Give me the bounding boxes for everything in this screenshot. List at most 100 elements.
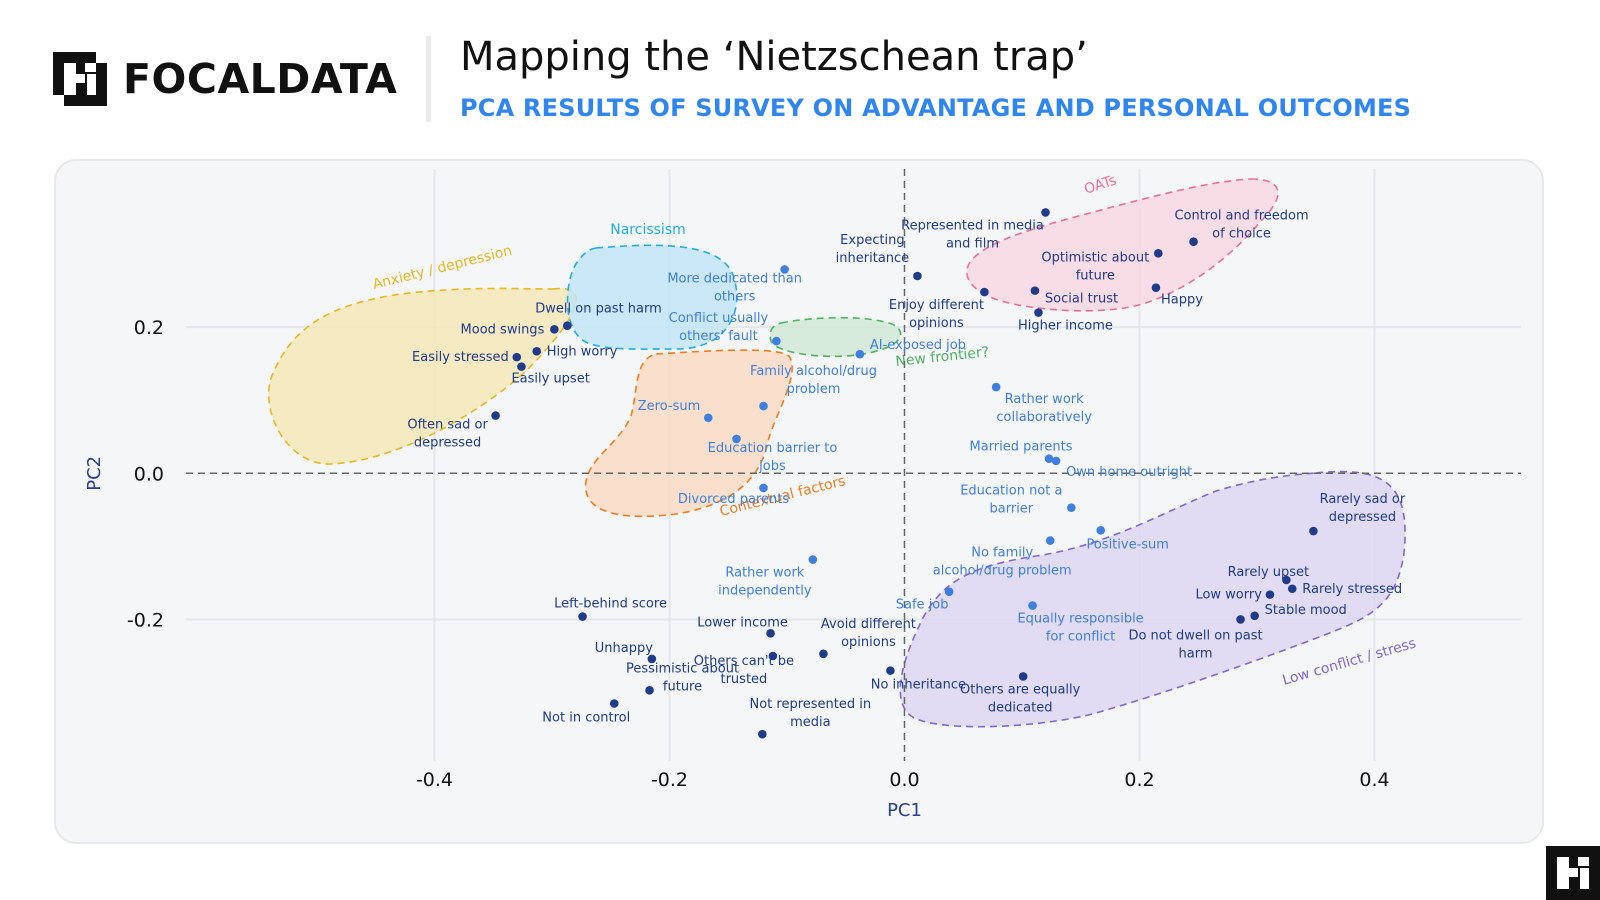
point-label-line: Married parents xyxy=(970,440,1073,455)
point-label-line: inheritance xyxy=(836,251,910,266)
point-divorced-parents xyxy=(759,483,768,493)
x-tick-label: 0.4 xyxy=(1359,769,1389,791)
point-label-line: Lower income xyxy=(697,615,788,630)
point-label-line: independently xyxy=(718,584,812,599)
point-label-left-behind-score: Left-behind score xyxy=(554,597,667,612)
point-label-line: Enjoy different xyxy=(889,298,984,313)
point-label-rather-work-collaboratively: Rather work collaboratively xyxy=(996,392,1092,425)
point-label-unhappy: Unhappy xyxy=(595,641,653,656)
point-rather-work-independently xyxy=(808,555,818,564)
x-tick-label: 0.0 xyxy=(889,769,919,791)
point-label-education-barrier-to-jobs: Education barrier to jobs xyxy=(708,441,838,474)
point-label-more-dedicated-than-others: More dedicated than others xyxy=(667,271,802,304)
point-label-line: of choice xyxy=(1212,227,1271,242)
point-more-dedicated-than-others xyxy=(780,265,789,274)
point-education-not-a-barrier xyxy=(1067,503,1076,512)
point-others-are-equally-dedicated xyxy=(1018,672,1028,681)
point-label-conflict-usually-others-fault: Conflict usually others' fault xyxy=(669,311,769,344)
point-label-line: jobs xyxy=(758,459,786,474)
point-label-line: Optimistic about xyxy=(1041,250,1149,265)
point-mood-swings xyxy=(550,325,559,334)
point-label-line: Stable mood xyxy=(1265,603,1347,618)
point-label-married-parents: Married parents xyxy=(970,440,1073,455)
point-label-line: Avoid different xyxy=(821,617,916,632)
point-label-line: Equally responsible xyxy=(1017,612,1143,627)
cluster-contextual-factors xyxy=(584,349,793,518)
point-label-equally-responsible-for-conflict: Equally responsible for conflict xyxy=(1017,612,1143,645)
point-label-line: Pessimistic about xyxy=(626,661,739,676)
point-positive-sum xyxy=(1096,526,1106,535)
point-label-line: opinions xyxy=(909,316,964,331)
point-conflict-usually-others-fault xyxy=(772,336,781,346)
point-easily-upset xyxy=(517,362,526,371)
point-label-line: Often sad or xyxy=(407,418,488,433)
point-label-line: future xyxy=(1076,268,1115,283)
cluster-oats xyxy=(966,178,1279,312)
point-label-line: Not in control xyxy=(542,711,630,726)
point-label-line: No inheritance xyxy=(871,678,966,693)
point-easily-stressed xyxy=(512,352,522,362)
y-axis-title: PC2 xyxy=(84,456,105,491)
point-safe-job xyxy=(944,587,954,596)
point-label-line: Higher income xyxy=(1018,319,1113,334)
point-label-line: Control and freedom xyxy=(1174,209,1308,224)
point-high-worry xyxy=(532,346,542,356)
header-divider xyxy=(426,36,431,122)
point-label-own-home-outright: Own home outright xyxy=(1066,465,1192,480)
x-tick-label: 0.2 xyxy=(1124,769,1154,791)
point-higher-income xyxy=(1034,308,1043,317)
point-label-line: Own home outright xyxy=(1066,465,1192,480)
point-label-line: Social trust xyxy=(1045,292,1118,307)
y-tick-label: 0.2 xyxy=(134,317,164,339)
point-label-not-in-control: Not in control xyxy=(542,711,630,726)
point-education-barrier-to-jobs xyxy=(732,434,741,444)
point-label-line: depressed xyxy=(1329,510,1396,525)
point-label-no-family-alcohol-drug-problem: No family alcohol/drug problem xyxy=(933,546,1072,579)
point-equally-responsible-for-conflict xyxy=(1028,601,1037,610)
point-label-rarely-upset: Rarely upset xyxy=(1228,565,1310,580)
point-optimistic-about-future xyxy=(1154,249,1163,258)
point-label-line: Positive-sum xyxy=(1086,537,1168,552)
point-label-line: Unhappy xyxy=(595,641,653,656)
point-label-easily-upset: Easily upset xyxy=(511,372,589,387)
point-label-positive-sum: Positive-sum xyxy=(1086,537,1168,552)
point-label-line: Rarely stressed xyxy=(1302,582,1402,597)
point-enjoy-different-opinions xyxy=(980,287,989,297)
point-rarely-sad-or-depressed xyxy=(1309,526,1318,536)
point-own-home-outright xyxy=(1051,456,1061,466)
point-label-line: Rather work xyxy=(1005,392,1084,407)
point-label-avoid-different-opinions: Avoid different opinions xyxy=(821,617,916,650)
point-label-line: AI-exposed job xyxy=(870,338,966,353)
point-label-higher-income: Higher income xyxy=(1018,319,1113,334)
point-avoid-different-opinions xyxy=(819,649,828,659)
point-label-line: Low worry xyxy=(1195,588,1262,603)
cluster-new-frontier xyxy=(769,316,902,358)
point-pessimistic-about-future xyxy=(645,686,654,695)
point-rarely-stressed xyxy=(1287,584,1297,594)
chart-panel: Anxiety / depression Narcissism Contextual… xyxy=(54,159,1544,844)
point-lower-income xyxy=(766,629,775,638)
point-label-line: Mood swings xyxy=(461,322,545,337)
point-label-line: future xyxy=(663,679,702,694)
corner-logo-icon xyxy=(1546,846,1600,900)
cluster-low-conflict-stress xyxy=(899,470,1406,728)
page-subtitle: PCA RESULTS OF SURVEY ON ADVANTAGE AND P… xyxy=(460,94,1412,122)
point-label-line: Expecting xyxy=(840,233,905,248)
point-label-rather-work-independently: Rather work independently xyxy=(718,566,812,599)
point-label-family-alcohol-drug-problem: Family alcohol/drug problem xyxy=(750,364,877,397)
point-label-line: Do not dwell on past xyxy=(1128,628,1262,643)
point-label-safe-job: Safe job xyxy=(896,598,949,613)
point-label-line: Others can't be xyxy=(694,654,794,669)
point-represented-in-media-and-film xyxy=(1041,208,1050,217)
point-label-line: Rather work xyxy=(725,566,804,581)
point-label-line: Education not a xyxy=(960,484,1062,499)
point-rarely-upset xyxy=(1282,575,1291,585)
point-label-line: Zero-sum xyxy=(638,399,701,414)
point-label-line: More dedicated than xyxy=(667,271,802,286)
point-label-divorced-parents: Divorced parents xyxy=(678,492,789,507)
point-label-high-worry: High worry xyxy=(547,344,618,359)
point-label-line: High worry xyxy=(547,344,618,359)
brand-logo: FOCALDATA xyxy=(53,52,397,106)
point-family-alcohol-drug-problem xyxy=(759,401,768,411)
point-label-line: Not represented in xyxy=(750,697,872,712)
